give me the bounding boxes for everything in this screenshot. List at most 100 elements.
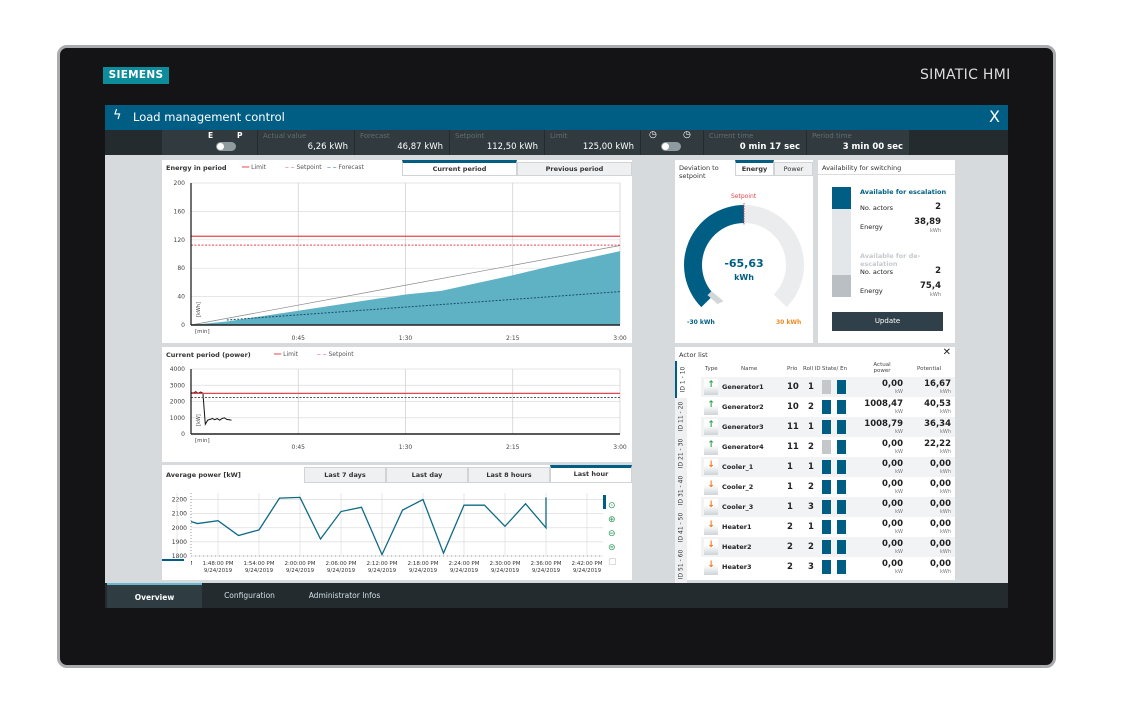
clock-icon: ◷ [649, 130, 657, 140]
update-button[interactable]: Update [832, 312, 943, 331]
actor-state-indicator[interactable] [822, 480, 831, 494]
divider [818, 174, 955, 175]
energy-title: Energy in period [166, 164, 227, 172]
tab-last-day[interactable]: Last day [386, 467, 468, 483]
tab-last-hour[interactable]: Last hour [550, 465, 632, 483]
time-toggle[interactable] [661, 142, 681, 151]
zoom-out-icon[interactable]: ⊖ [608, 529, 616, 539]
header-name: Name [741, 366, 758, 372]
actor-potential: 0,00 kWh [930, 519, 951, 535]
actor-row[interactable]: ↑ Generator3 11 1 1008,79 kW 36,34 kWh [701, 417, 955, 437]
actor-state-indicator[interactable] [822, 500, 831, 514]
actor-prio: 11 [787, 422, 799, 432]
actor-row[interactable]: ↓ Heater3 2 3 0,00 kW 0,00 kWh [701, 557, 955, 577]
actor-enable-indicator[interactable] [837, 380, 846, 394]
actor-potential: 0,00 kWh [930, 479, 951, 495]
actor-actual-power: 0,00 kW [882, 459, 903, 475]
actor-enable-indicator[interactable] [837, 500, 846, 514]
legend-forecast: ‒ ‒ Forecast [327, 164, 364, 171]
zoom-in-icon[interactable]: ⊕ [608, 515, 616, 525]
actor-state-indicator[interactable] [822, 420, 831, 434]
hmi-screen: ϟ Load management control X E P Actual v… [105, 105, 1008, 608]
x-tick-date: 9/24/2019 [286, 568, 315, 574]
actor-id-tab[interactable]: ID 21 - 30 [675, 435, 687, 473]
actor-row[interactable]: ↑ Generator2 10 2 1008,47 kW 40,53 kWh [701, 397, 955, 417]
y-tick-label: 4000 [170, 366, 185, 373]
actor-enable-indicator[interactable] [837, 440, 846, 454]
actor-enable-indicator[interactable] [837, 560, 846, 574]
tab-current-period[interactable]: Current period [402, 160, 517, 176]
actor-roll-id: 3 [808, 502, 814, 512]
tab-configuration[interactable]: Configuration [224, 591, 275, 600]
avg-power-line [191, 496, 547, 557]
zoom-fit-icon[interactable]: ⊙ [608, 501, 616, 511]
desc-energy-value: 75,4 [920, 281, 941, 291]
mode-toggle[interactable] [216, 142, 236, 151]
tab-power[interactable]: Power [774, 162, 813, 176]
esc-energy-unit: kWh [929, 228, 941, 234]
actor-actual-power: 0,00 kW [882, 519, 903, 535]
tab-energy[interactable]: Energy [735, 160, 774, 176]
actor-id-tab-label: ID 51 - 60 [677, 549, 685, 580]
pan-icon[interactable]: ▢ [608, 557, 617, 567]
actor-enable-indicator[interactable] [837, 400, 846, 414]
x-tick-date: 9/24/2019 [204, 568, 233, 574]
actor-actual-power: 0,00 kW [882, 439, 903, 455]
actor-enable-indicator[interactable] [837, 420, 846, 434]
actor-enable-indicator[interactable] [837, 540, 846, 554]
tab-last-7-days[interactable]: Last 7 days [304, 467, 386, 483]
actor-potential: 36,34 kWh [924, 419, 951, 435]
actor-id-tab[interactable]: ID 1 - 10 [675, 361, 687, 399]
actor-row[interactable]: ↓ Cooler_2 1 2 0,00 kW 0,00 kWh [701, 477, 955, 497]
actor-name: Cooler_3 [722, 503, 754, 511]
x-tick: 1:54:00 PM9/24/2019 [243, 561, 274, 574]
actor-state-indicator[interactable] [822, 400, 831, 414]
legend-setpoint: ‒ ‒ Setpoint [285, 164, 322, 171]
actor-id-tab[interactable]: ID 11 - 20 [675, 398, 687, 436]
actor-row[interactable]: ↓ Heater1 2 1 0,00 kW 0,00 kWh [701, 517, 955, 537]
chart-scrollbar[interactable] [603, 495, 606, 509]
wrench-icon[interactable]: ✕ [942, 347, 951, 358]
actor-row[interactable]: ↓ Cooler_3 1 3 0,00 kW 0,00 kWh [701, 497, 955, 517]
actor-name: Generator2 [722, 403, 764, 411]
actor-state-indicator[interactable] [822, 560, 831, 574]
x-tick: 2:30:00 PM9/24/2019 [489, 561, 520, 574]
availability-bar [832, 187, 851, 297]
actor-roll-id: 1 [808, 422, 814, 432]
setpoint-value: 112,50 kWh [486, 142, 538, 152]
x-tick-label: 2:00:00 PM [284, 561, 315, 567]
title-bar: ϟ Load management control X [105, 105, 1008, 130]
zoom-reset-icon[interactable]: ⊜ [608, 543, 616, 553]
actor-state-indicator[interactable] [822, 460, 831, 474]
actor-enable-indicator[interactable] [837, 460, 846, 474]
tab-previous-period[interactable]: Previous period [517, 162, 632, 176]
actor-id-tab[interactable]: ID 41 - 50 [675, 509, 687, 547]
tab-administrator-infos[interactable]: Administrator Infos [308, 591, 381, 600]
tab-last-8-hours[interactable]: Last 8 hours [468, 467, 550, 483]
actor-state-indicator[interactable] [822, 520, 831, 534]
actor-row[interactable]: ↑ Generator4 11 2 0,00 kW 22,22 kWh [701, 437, 955, 457]
actor-row[interactable]: ↑ Generator1 10 1 0,00 kW 16,67 kWh [701, 377, 955, 397]
y-tick-label: 3000 [170, 382, 185, 389]
availability-title: Availability for switching [822, 164, 902, 172]
actor-id-tab[interactable]: ID 51 - 60 [675, 546, 687, 584]
actor-id-tab[interactable]: ID 31 - 40 [675, 472, 687, 510]
actor-row[interactable]: ↓ Cooler_1 1 1 0,00 kW 0,00 kWh [701, 457, 955, 477]
x-tick-label: 3:00 [613, 335, 627, 342]
y-tick-label: 40 [177, 294, 185, 301]
actor-state-indicator[interactable] [822, 540, 831, 554]
actor-state-indicator[interactable] [822, 380, 831, 394]
x-tick: 2:12:00 PM9/24/2019 [366, 561, 397, 574]
escalation-title: Available for escalation [860, 188, 947, 196]
legend-setpoint: ‒ ‒ Setpoint [317, 351, 354, 358]
close-button[interactable]: X [989, 107, 1000, 126]
x-tick-date: 9/24/2019 [573, 568, 602, 574]
device-brand: SIMATIC HMI [920, 67, 1011, 83]
actor-enable-indicator[interactable] [837, 520, 846, 534]
actor-state-indicator[interactable] [822, 440, 831, 454]
tab-overview[interactable]: Overview [107, 583, 202, 608]
actor-enable-indicator[interactable] [837, 480, 846, 494]
actor-row[interactable]: ↓ Heater2 2 2 0,00 kW 0,00 kWh [701, 537, 955, 557]
x-tick-date: 9/24/2019 [327, 568, 356, 574]
